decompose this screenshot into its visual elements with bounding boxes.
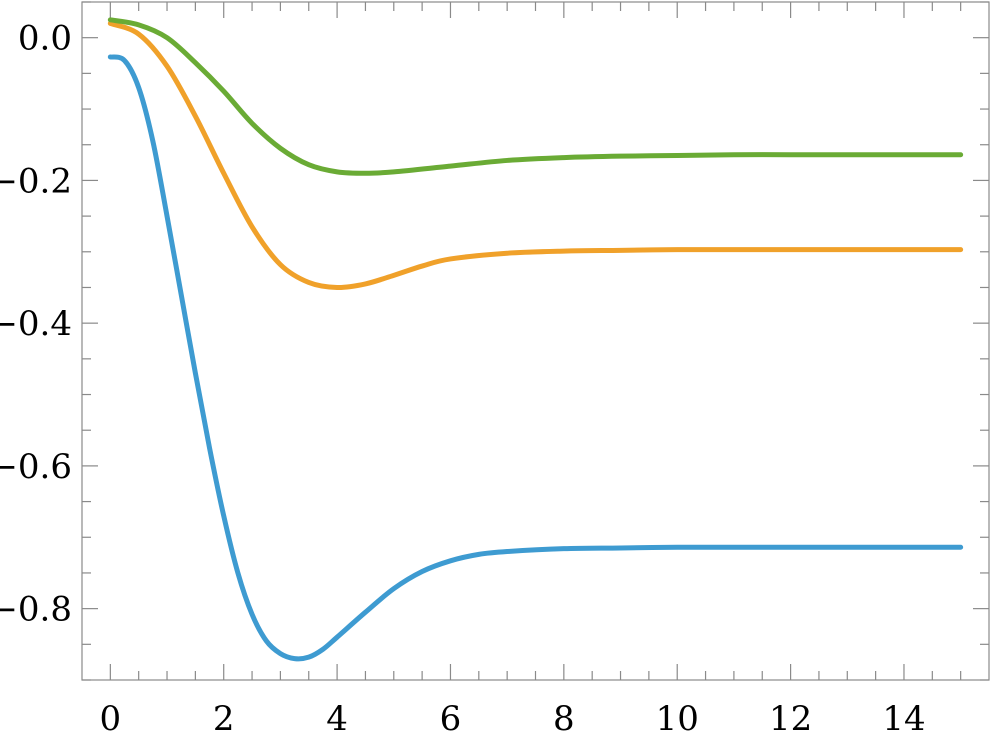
y-tick-label: −0.8 [0,590,72,630]
y-tick-label: −0.4 [0,304,72,344]
plot-frame [81,1,990,681]
series-group [107,17,964,662]
x-tick-label: 2 [213,699,235,739]
series-line-1 [107,20,964,290]
axis-ticks [82,1,989,681]
y-tick-label: 0.0 [18,19,72,59]
x-tick-label: 6 [440,699,462,739]
x-tick-label: 14 [882,699,925,739]
series-line-2 [107,17,964,176]
x-tick-label: 4 [326,699,348,739]
x-tick-label: 10 [656,699,699,739]
x-tick-label: 0 [100,699,122,739]
x-tick-label: 8 [553,699,575,739]
x-tick-label: 12 [769,699,812,739]
y-tick-label: −0.2 [0,161,72,201]
y-tick-label: −0.6 [0,447,72,487]
series-line-3 [107,54,964,662]
axis-tick-labels: 0 2 4 6 8 10 12 14 0.0 −0.2 −0.4 −0.6 −0.8 [0,19,926,739]
